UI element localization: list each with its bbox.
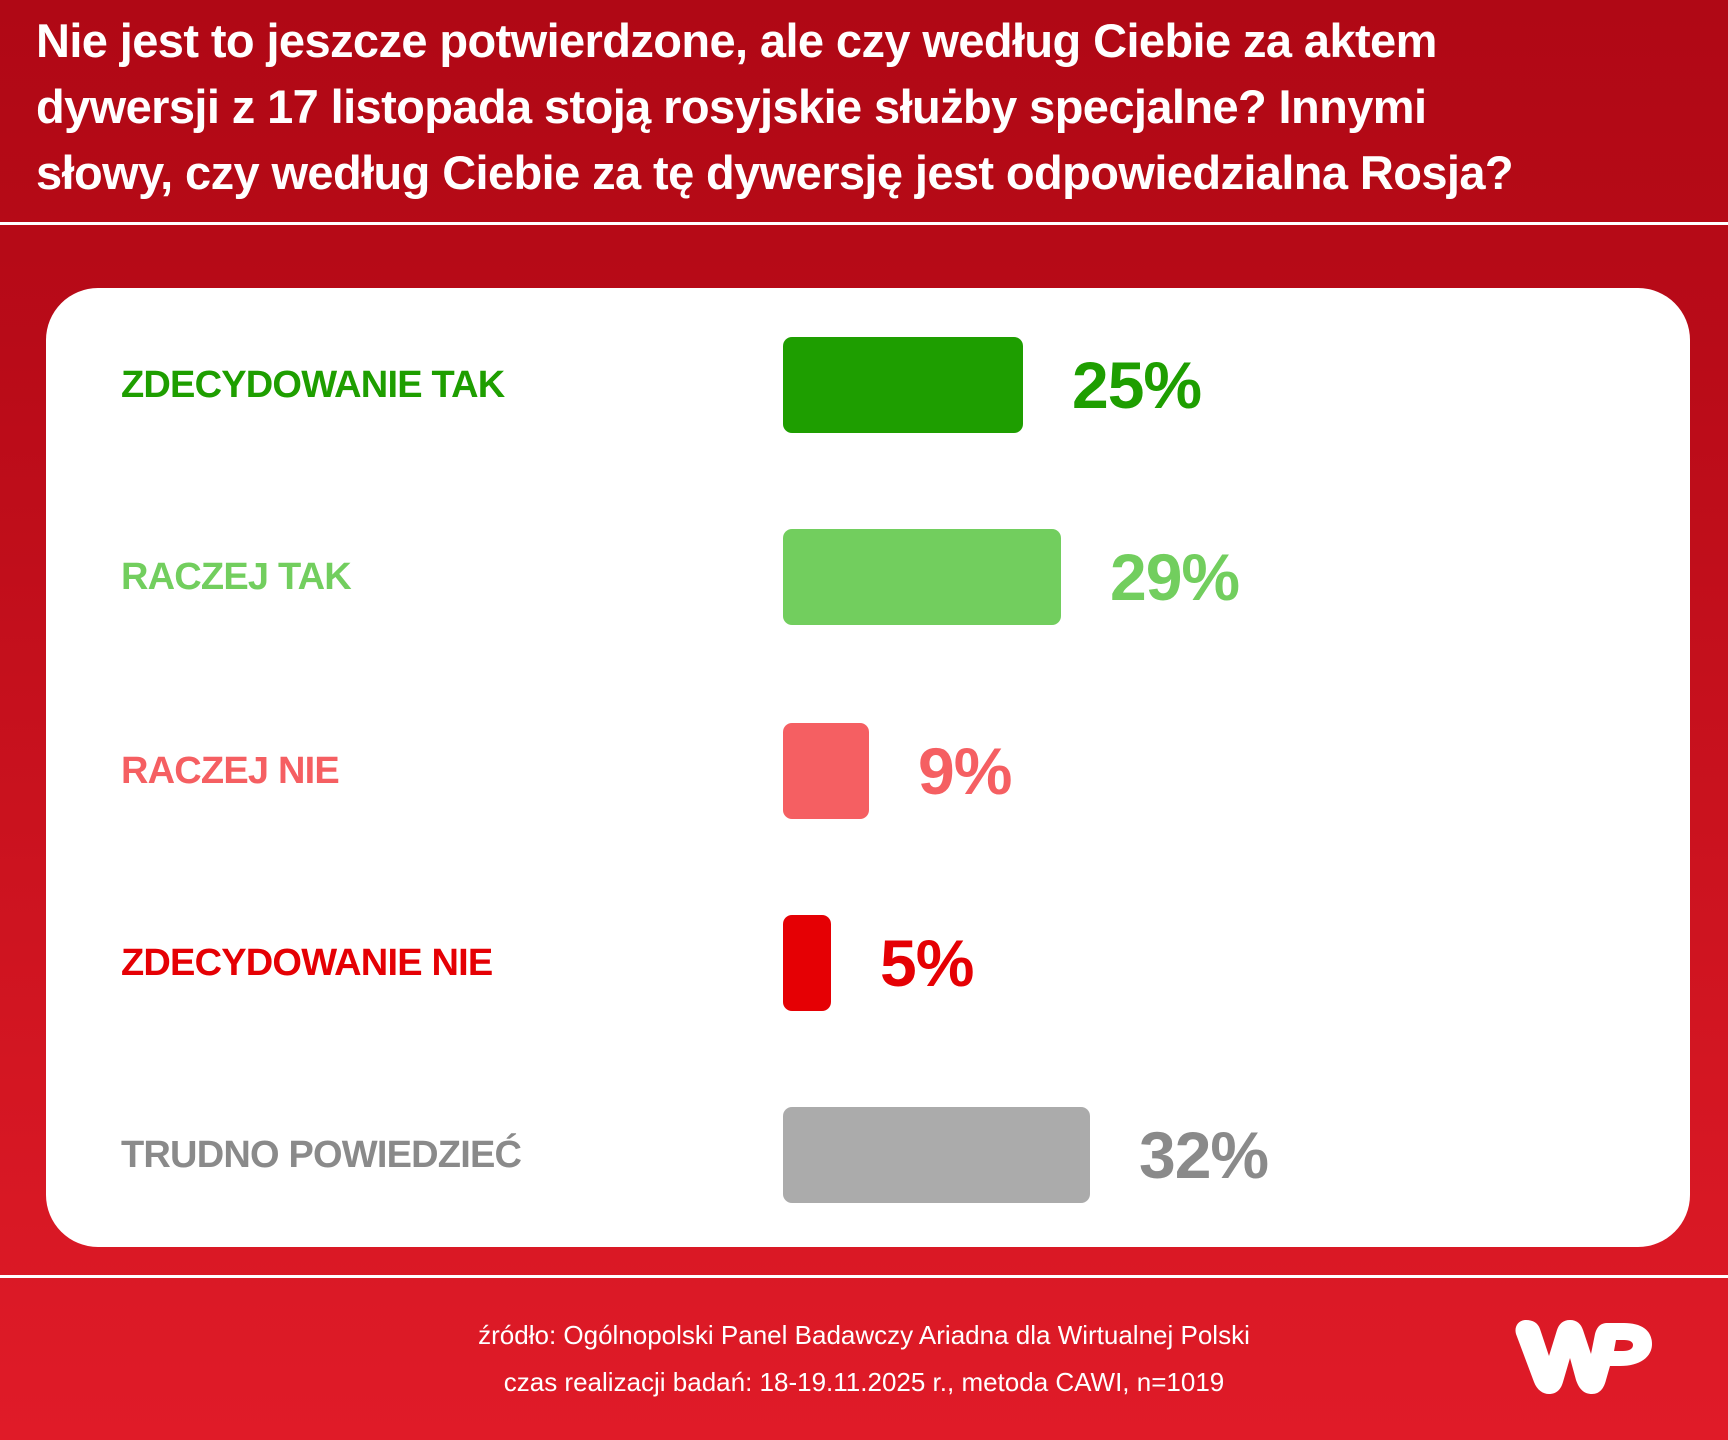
bar-label: RACZEJ TAK	[121, 556, 352, 598]
bar-row-zdecydowanie-tak: ZDECYDOWANIE TAK 25%	[46, 337, 1690, 433]
footer-details: czas realizacji badań: 18-19.11.2025 r.,…	[503, 1367, 1225, 1397]
header-divider	[0, 222, 1728, 225]
footer-divider	[0, 1275, 1728, 1278]
wp-logo-icon	[1515, 1320, 1652, 1394]
bar-row-trudno-powiedziec: TRUDNO POWIEDZIEĆ 32%	[46, 1107, 1690, 1203]
bar-row-zdecydowanie-nie: ZDECYDOWANIE NIE 5%	[46, 915, 1690, 1011]
bar-row-raczej-nie: RACZEJ NIE 9%	[46, 723, 1690, 819]
bar-value: 29%	[1110, 540, 1240, 614]
bar-label: ZDECYDOWANIE NIE	[121, 942, 493, 984]
bar	[783, 1107, 1090, 1203]
title-line: słowy, czy według Ciebie za tę dywersję …	[36, 146, 1514, 199]
bar	[783, 915, 831, 1011]
bar-row-raczej-tak: RACZEJ TAK 29%	[46, 529, 1690, 625]
chart-title: Nie jest to jeszcze potwierdzone, ale cz…	[36, 8, 1716, 206]
bar-value: 32%	[1139, 1118, 1269, 1192]
bar	[783, 337, 1023, 433]
bar-label: ZDECYDOWANIE TAK	[121, 364, 505, 406]
bar-value: 5%	[880, 926, 974, 1000]
title-line: Nie jest to jeszcze potwierdzone, ale cz…	[36, 14, 1437, 67]
footer-source: źródło: Ogólnopolski Panel Badawczy Aria…	[478, 1320, 1250, 1350]
chart-card: ZDECYDOWANIE TAK 25% RACZEJ TAK 29% RACZ…	[46, 288, 1690, 1247]
title-line: dywersji z 17 listopada stoją rosyjskie …	[36, 80, 1427, 133]
bar-label: TRUDNO POWIEDZIEĆ	[121, 1134, 522, 1176]
bar-label: RACZEJ NIE	[121, 750, 340, 792]
bar	[783, 529, 1061, 625]
bar	[783, 723, 869, 819]
bar-value: 9%	[918, 734, 1012, 808]
bar-value: 25%	[1072, 348, 1202, 422]
